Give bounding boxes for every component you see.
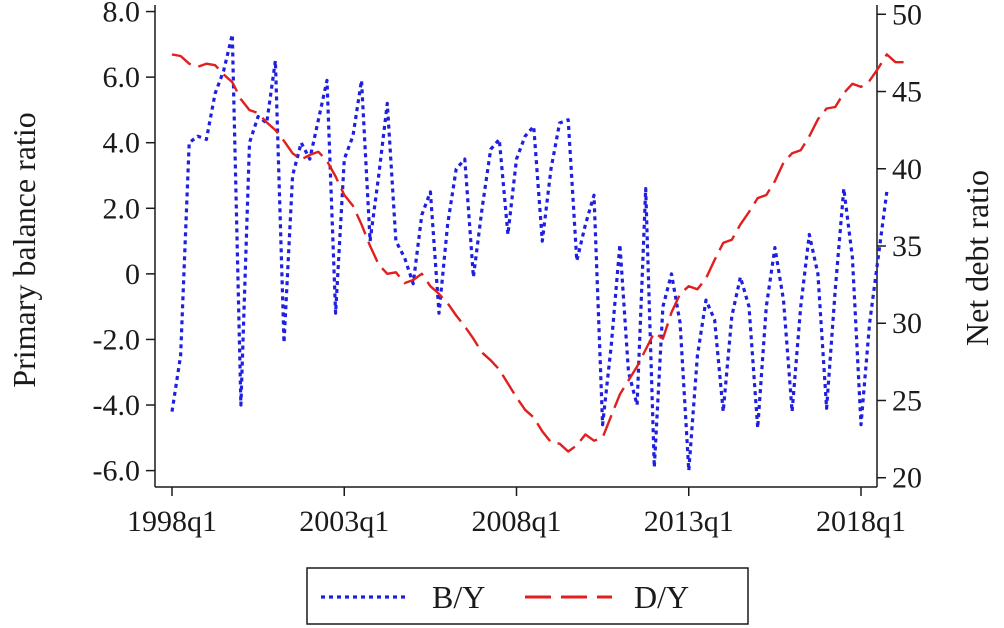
y-right-tick-label: 40 — [892, 153, 922, 186]
y-left-tick-label: 2.0 — [103, 192, 141, 225]
plot-frame — [154, 5, 878, 488]
x-tick-label: 2003q1 — [299, 505, 389, 538]
left-axis: 8.0 6.0 4.0 2.0 0 -2.0 -4.0 -6.0 — [93, 0, 155, 488]
y-left-tick-label: 0 — [125, 258, 140, 291]
x-tick-label: 1998q1 — [127, 505, 217, 538]
legend-label-d-y: D/Y — [634, 579, 689, 615]
x-tick-label: 2018q1 — [816, 505, 906, 538]
y-right-tick-label: 20 — [892, 462, 922, 495]
y-right-tick-label: 45 — [892, 76, 922, 109]
x-tick-label: 2008q1 — [472, 505, 562, 538]
x-axis: 1998q1 2003q1 2008q1 2013q1 2018q1 — [127, 487, 906, 538]
y-left-tick-label: 6.0 — [103, 61, 141, 94]
y-left-tick-label: -2.0 — [93, 323, 141, 356]
legend-box — [306, 567, 749, 625]
y-right-tick-label: 30 — [892, 307, 922, 340]
right-axis: 50 45 40 35 30 25 20 — [877, 0, 922, 495]
y-axis-title-left: Primary balance ratio — [6, 112, 42, 387]
y-right-tick-label: 25 — [892, 384, 922, 417]
legend-label-b-y: B/Y — [432, 579, 485, 615]
series-line-b-y — [170, 32, 889, 473]
y-left-tick-label: -6.0 — [93, 455, 141, 488]
y-right-tick-label: 50 — [892, 0, 922, 31]
series-layer — [170, 32, 905, 473]
series-line-d-y — [171, 53, 905, 453]
x-tick-label: 2013q1 — [644, 505, 734, 538]
y-left-tick-label: -4.0 — [93, 389, 141, 422]
y-right-tick-label: 35 — [892, 230, 922, 263]
y-left-tick-label: 8.0 — [103, 0, 141, 29]
y-axis-title-right: Net debt ratio — [959, 170, 995, 346]
legend: B/Y D/Y — [306, 567, 749, 625]
y-left-tick-label: 4.0 — [103, 127, 141, 160]
